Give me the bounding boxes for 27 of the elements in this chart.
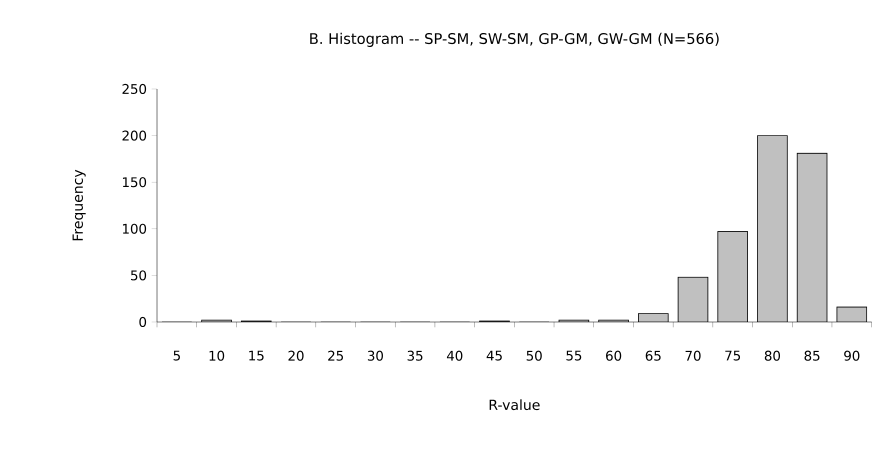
y-tick-label: 200 bbox=[122, 130, 146, 141]
x-tick-label: 10 bbox=[210, 350, 224, 361]
y-tick-label: 250 bbox=[122, 84, 146, 94]
x-tick-label: 65 bbox=[646, 350, 661, 361]
x-tick-label: 50 bbox=[526, 350, 542, 361]
x-tick-label: 40 bbox=[446, 350, 462, 361]
x-tick-label: 90 bbox=[844, 350, 860, 361]
chart-title: B. Histogram -- SP-SM, SW-SM, GP-GM, GW-GM (N=566) bbox=[310, 32, 719, 47]
x-tick-label: 85 bbox=[804, 350, 820, 361]
y-tick-label: 0 bbox=[139, 316, 146, 328]
x-tick-label: 35 bbox=[408, 350, 422, 361]
x-tick-label: 30 bbox=[368, 350, 383, 361]
y-axis-title: Frequency bbox=[72, 170, 86, 240]
x-tick-label: 80 bbox=[764, 350, 780, 361]
x-tick-label: 45 bbox=[486, 350, 502, 361]
y-tick-label: 50 bbox=[131, 270, 146, 280]
x-tick-label: 70 bbox=[686, 350, 701, 361]
y-tick-label: 150 bbox=[122, 177, 146, 188]
y-tick-label: 100 bbox=[122, 224, 146, 234]
x-tick-label: 25 bbox=[328, 350, 343, 361]
x-tick-label: 15 bbox=[249, 350, 264, 361]
x-tick-label: 5 bbox=[174, 350, 180, 361]
x-tick-label: 55 bbox=[566, 350, 582, 361]
x-tick-label: 75 bbox=[725, 350, 740, 361]
x-tick-label: 60 bbox=[606, 350, 622, 361]
x-tick-label: 20 bbox=[288, 350, 304, 361]
x-axis-title: R-value bbox=[490, 399, 540, 410]
